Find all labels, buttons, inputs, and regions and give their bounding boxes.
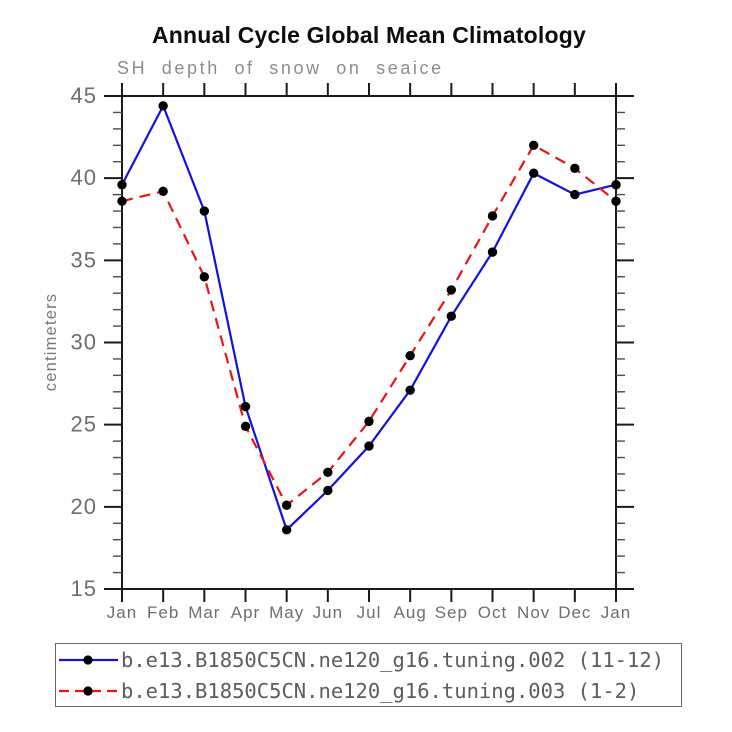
y-axis-tick-label: 15 — [71, 576, 97, 601]
chart-title: Annual Cycle Global Mean Climatology — [151, 22, 587, 48]
x-axis-tick-label: Apr — [231, 603, 260, 622]
data-point-marker-series-2 — [117, 196, 127, 206]
legend-line-sample-dashed-icon — [59, 685, 118, 696]
x-axis-tick-label: Feb — [147, 603, 179, 622]
chart-subtitle: SH depth of snow on seaice — [117, 58, 444, 78]
data-point-marker-series-2 — [446, 285, 457, 295]
x-axis-tick-label: Jan — [601, 603, 631, 622]
data-point-marker-series-1 — [611, 180, 621, 190]
data-point-marker-series-2 — [158, 186, 168, 197]
legend: b.e13.B1850C5CN.ne120_g16.tuning.002 (11… — [55, 643, 682, 707]
x-axis-tick-label: Jul — [357, 603, 382, 622]
data-point-marker-series-1 — [281, 525, 292, 535]
data-point-marker-series-2 — [570, 163, 580, 174]
data-point-marker-series-1 — [570, 189, 580, 200]
data-point-marker-series-2 — [528, 140, 539, 150]
x-axis-tick-label: Nov — [517, 603, 550, 622]
x-axis-tick-label: Oct — [478, 603, 507, 622]
y-axis-tick-label: 40 — [71, 165, 97, 190]
data-point-marker-series-1 — [158, 101, 168, 111]
data-point-marker-series-2 — [281, 500, 292, 510]
series-line-2 — [121, 143, 617, 507]
legend-label-series-1: b.e13.B1850C5CN.ne120_g16.tuning.002 (11… — [121, 647, 665, 672]
y-axis-tick-label: 20 — [71, 494, 97, 519]
legend-item-series-1: b.e13.B1850C5CN.ne120_g16.tuning.002 (11… — [56, 645, 681, 674]
x-axis-tick-label: Mar — [188, 603, 220, 622]
y-axis-label: centimeters — [42, 293, 60, 391]
data-point-marker-series-2 — [487, 211, 498, 221]
y-axis-tick-label: 45 — [71, 83, 97, 108]
data-point-marker-series-2 — [240, 421, 251, 432]
legend-line-sample-solid-icon — [59, 654, 118, 665]
series-line-1 — [121, 103, 617, 532]
x-axis-tick-label: Jun — [313, 603, 343, 622]
y-axis-tick-label: 30 — [71, 330, 97, 355]
data-point-marker-series-2 — [405, 350, 415, 361]
data-point-marker-series-1 — [405, 385, 415, 395]
x-axis-tick-label: Dec — [558, 603, 591, 622]
x-axis-tick-label: Aug — [394, 603, 427, 622]
data-point-marker-series-1 — [199, 206, 210, 216]
x-axis-tick-label: Sep — [435, 603, 468, 622]
legend-item-series-2: b.e13.B1850C5CN.ne120_g16.tuning.003 (1-… — [56, 676, 681, 705]
y-axis-tick-label: 35 — [71, 247, 97, 272]
data-point-marker-series-1 — [364, 441, 374, 451]
plot-frame — [121, 95, 617, 590]
x-axis-tick-label: May — [269, 603, 304, 622]
data-point-marker-series-1 — [487, 247, 498, 257]
x-axis-tick-label: Jan — [107, 603, 137, 622]
data-point-marker-series-2 — [611, 196, 621, 206]
data-point-marker-series-2 — [323, 467, 333, 478]
legend-label-series-2: b.e13.B1850C5CN.ne120_g16.tuning.003 (1-… — [121, 678, 640, 703]
data-point-marker-series-1 — [117, 180, 127, 190]
data-point-marker-series-2 — [364, 416, 374, 427]
data-point-marker-series-1 — [240, 401, 251, 412]
data-point-marker-series-1 — [323, 485, 333, 496]
data-point-marker-series-2 — [199, 272, 210, 282]
y-axis-tick-label: 25 — [71, 412, 97, 437]
data-point-marker-series-1 — [528, 168, 539, 178]
data-point-marker-series-1 — [446, 311, 457, 321]
